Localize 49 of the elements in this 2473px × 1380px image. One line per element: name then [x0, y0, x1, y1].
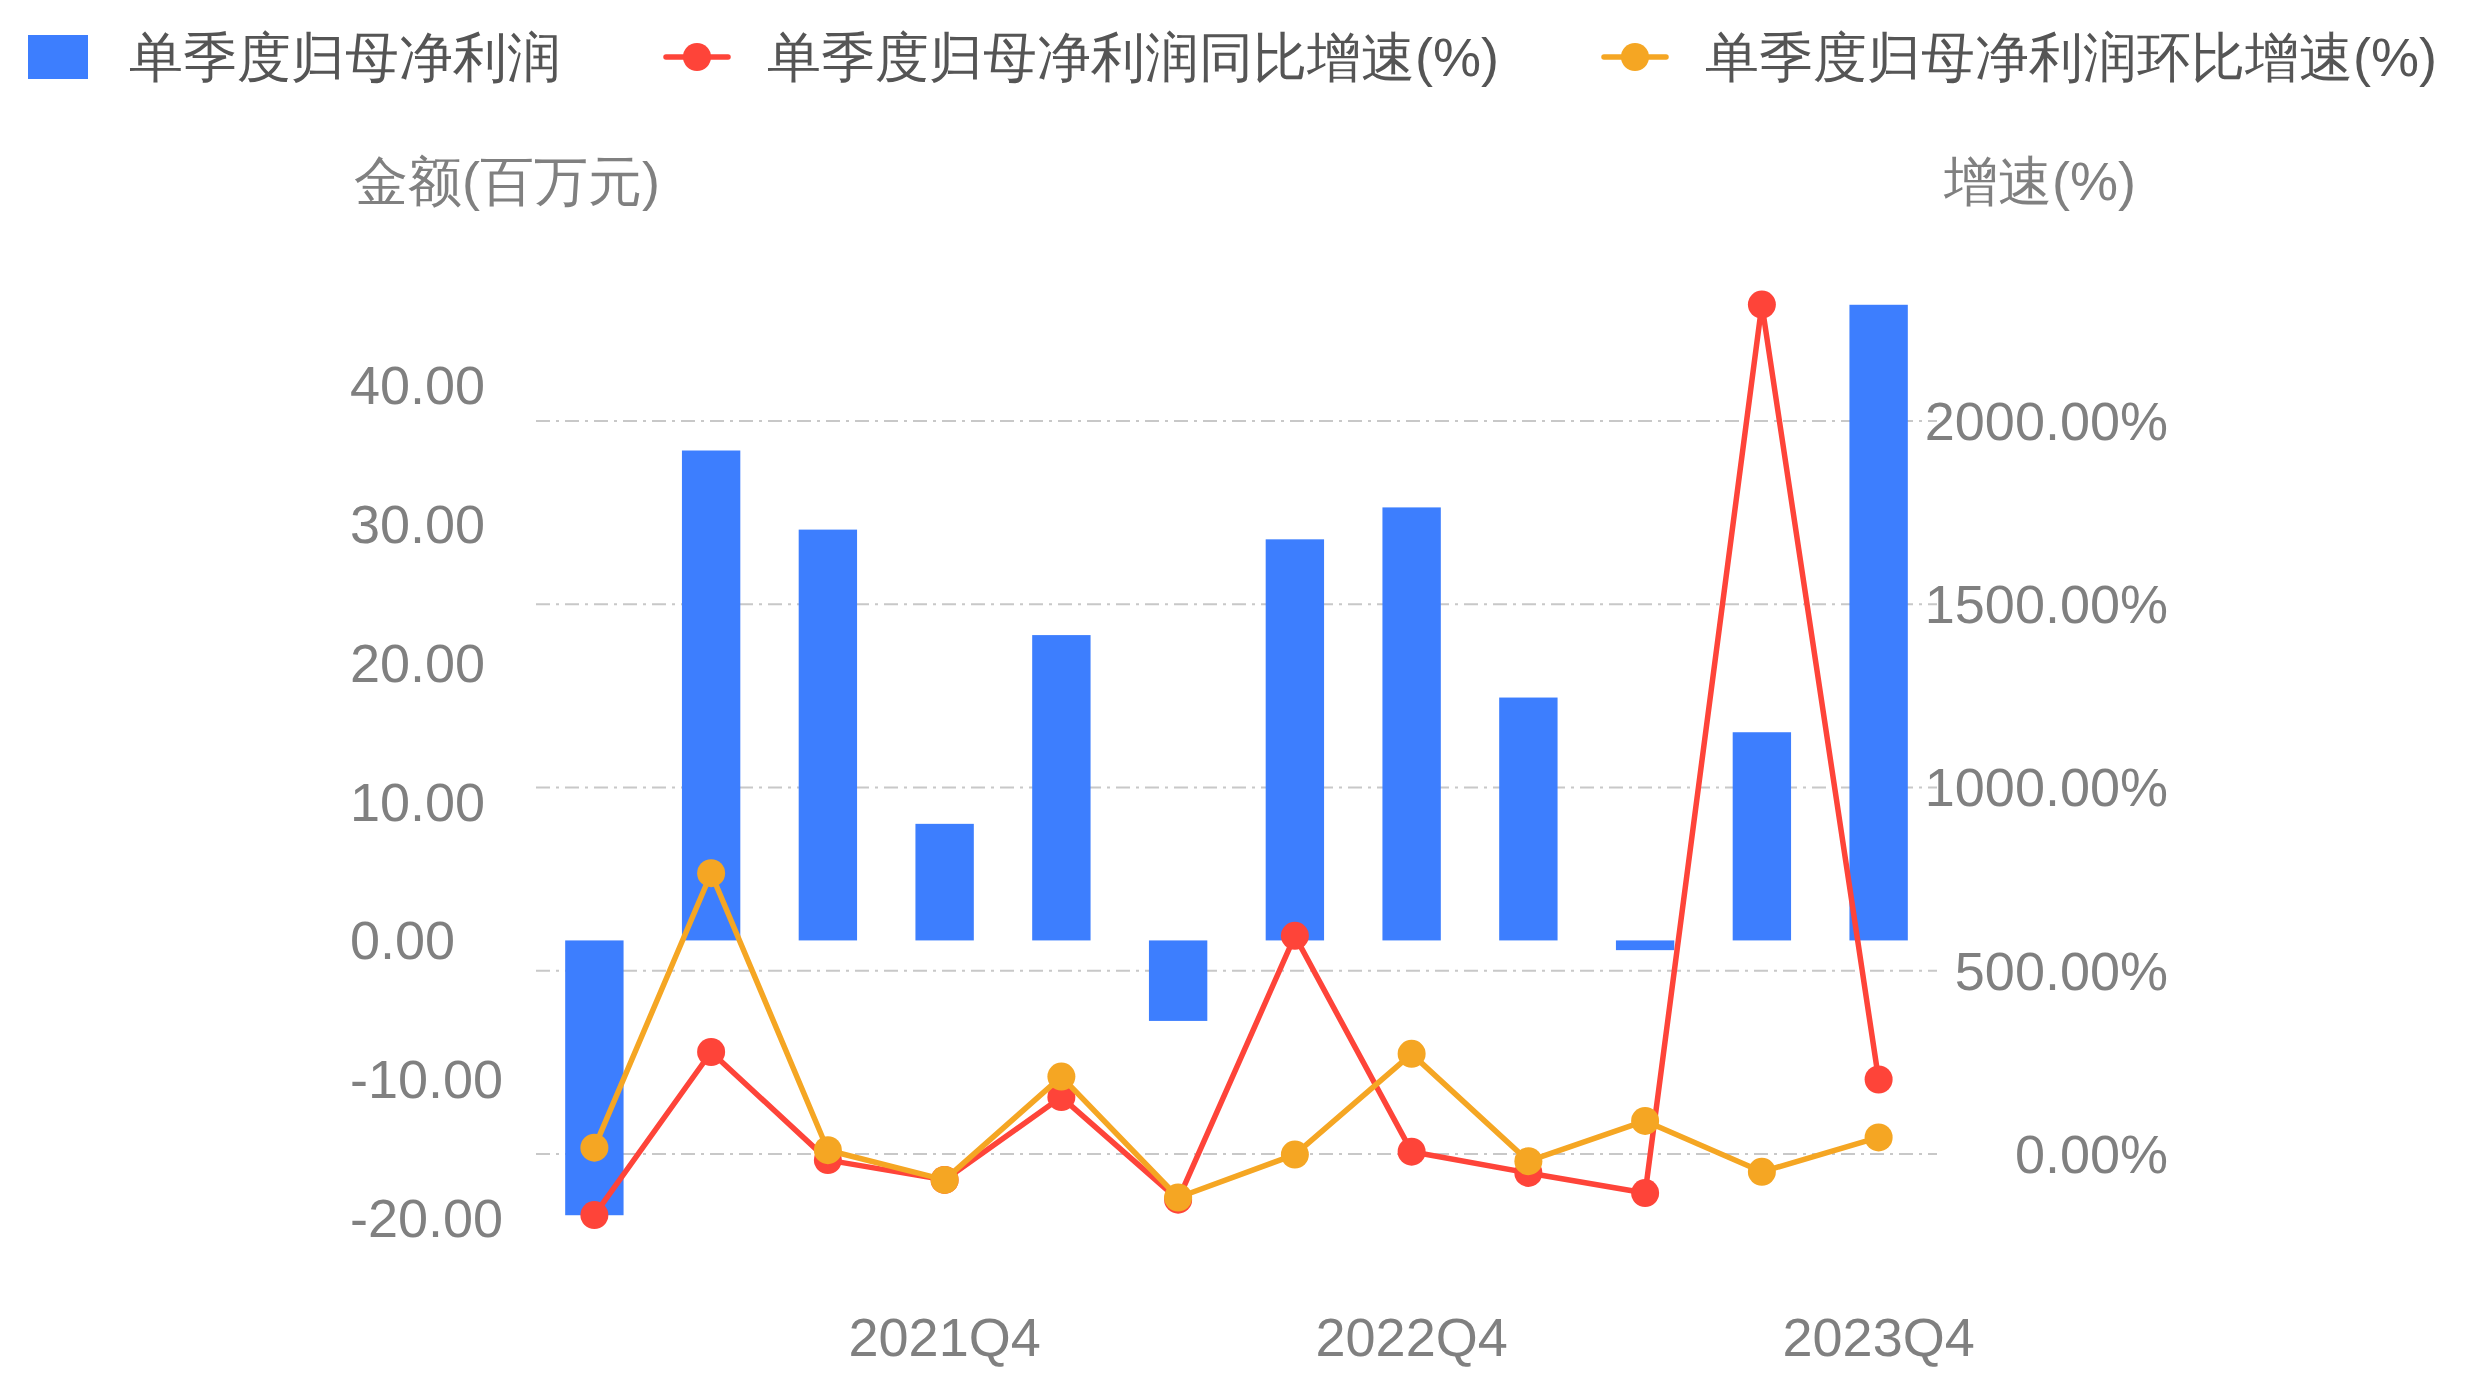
y-tick-label: 30.00	[350, 494, 486, 555]
y2-tick-label: 500.00%	[1954, 940, 2168, 1001]
point	[1631, 1106, 1660, 1135]
point	[813, 1136, 842, 1165]
point	[1514, 1147, 1543, 1176]
bar	[681, 450, 741, 941]
point	[1864, 1065, 1893, 1094]
point	[697, 859, 726, 888]
legend-label: 单季度归母净利润同比增速(%)	[767, 27, 1499, 87]
point	[1280, 921, 1309, 950]
bar	[1499, 697, 1558, 941]
y-tick-label: 10.00	[350, 771, 486, 832]
point	[697, 1038, 726, 1067]
y-tick-label: 20.00	[350, 632, 486, 693]
bar	[1849, 304, 1908, 941]
legend-label: 单季度归母净利润环比增速(%)	[1704, 27, 2437, 87]
bar	[1032, 635, 1091, 941]
x-tick-label: 2023Q4	[1782, 1307, 1975, 1367]
x-tick-label: 2022Q4	[1315, 1307, 1508, 1367]
point	[580, 1201, 609, 1230]
legend-label: 单季度归母净利润	[129, 27, 561, 87]
y-tick-label: -20.00	[350, 1188, 504, 1248]
bar	[1265, 539, 1325, 941]
point	[1864, 1123, 1893, 1152]
point	[1747, 290, 1776, 319]
y-tick-label: -10.00	[350, 1049, 504, 1110]
point	[1397, 1137, 1426, 1166]
point	[1047, 1062, 1076, 1091]
y2-tick-label: 2000.00%	[1924, 391, 2168, 452]
y2-tick-label: 1500.00%	[1924, 574, 2168, 635]
bar	[915, 823, 974, 941]
x-tick-label: 2021Q4	[848, 1307, 1041, 1367]
y-tick-label: 40.00	[350, 355, 486, 416]
bar	[1732, 732, 1792, 941]
point	[1747, 1157, 1776, 1186]
point	[580, 1133, 609, 1162]
bar	[798, 529, 858, 941]
y2-axis-title: 增速(%)	[1943, 151, 2136, 211]
y2-tick-label: 0.00%	[2014, 1123, 2168, 1184]
bar	[1382, 507, 1441, 941]
bar	[565, 940, 624, 1216]
point	[1631, 1179, 1660, 1208]
y-axis-title: 金额(百万元)	[354, 151, 660, 211]
y-tick-label: 0.00	[350, 910, 456, 971]
bar	[1148, 940, 1208, 1021]
y2-tick-label: 1000.00%	[1924, 757, 2168, 818]
point	[1280, 1140, 1309, 1169]
point	[1397, 1039, 1426, 1068]
bar	[1615, 940, 1675, 951]
